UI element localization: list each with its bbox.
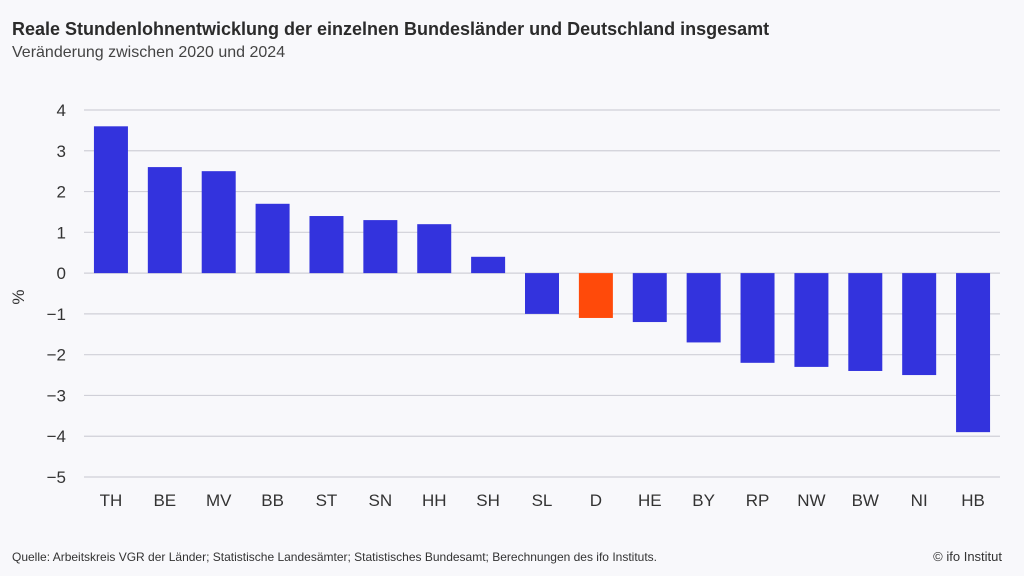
- x-tick-label: HH: [422, 491, 447, 510]
- bar-bb: [255, 203, 290, 274]
- x-tick-label: HE: [638, 491, 662, 510]
- bar-sl: [525, 273, 559, 314]
- y-tick-label: −2: [47, 346, 66, 365]
- x-tick-label: ST: [316, 491, 338, 510]
- bar-nw: [794, 273, 829, 367]
- bar-d: [578, 273, 613, 318]
- bar-by: [686, 273, 721, 343]
- y-tick-label: −1: [47, 305, 66, 324]
- x-tick-label: BB: [261, 491, 284, 510]
- x-tick-label: BE: [153, 491, 176, 510]
- x-tick-label: NW: [797, 491, 825, 510]
- source-note: Quelle: Arbeitskreis VGR der Länder; Sta…: [12, 550, 657, 564]
- y-tick-label: −3: [47, 386, 66, 405]
- bar-be: [147, 167, 182, 274]
- y-tick-label: 1: [57, 223, 66, 242]
- bar-ni: [902, 273, 937, 376]
- bar-mv: [201, 171, 236, 274]
- x-tick-label: SH: [476, 491, 500, 510]
- bar-th: [93, 126, 128, 274]
- x-tick-label: SN: [369, 491, 393, 510]
- x-tick-label: TH: [100, 491, 123, 510]
- x-tick-label: BW: [852, 491, 879, 510]
- bar-hb: [956, 273, 991, 433]
- chart-subtitle: Veränderung zwischen 2020 und 2024: [12, 44, 286, 61]
- x-tick-label: HB: [961, 491, 985, 510]
- bar-hh: [417, 224, 452, 274]
- y-tick-label: 2: [57, 183, 66, 202]
- copyright: © ifo Institut: [933, 549, 1002, 564]
- y-tick-label: −5: [47, 468, 66, 487]
- bar-he: [632, 273, 667, 323]
- x-tick-label: SL: [532, 491, 553, 510]
- y-tick-label: 3: [57, 142, 66, 161]
- y-tick-label: −4: [47, 427, 66, 446]
- x-tick-label: D: [590, 491, 602, 510]
- x-tick-label: RP: [746, 491, 770, 510]
- x-tick-label: NI: [911, 491, 928, 510]
- bar-sn: [363, 220, 398, 274]
- y-tick-label: 4: [57, 101, 66, 120]
- bar-st: [309, 216, 344, 274]
- bar-rp: [740, 273, 775, 363]
- y-axis-label: %: [9, 290, 28, 305]
- bar-sh: [471, 256, 506, 274]
- bar-bw: [848, 273, 883, 371]
- y-tick-label: 0: [57, 264, 66, 283]
- x-tick-label: MV: [206, 491, 232, 510]
- x-tick-label: BY: [692, 491, 715, 510]
- chart-title: Reale Stundenlohnentwicklung der einzeln…: [12, 19, 770, 39]
